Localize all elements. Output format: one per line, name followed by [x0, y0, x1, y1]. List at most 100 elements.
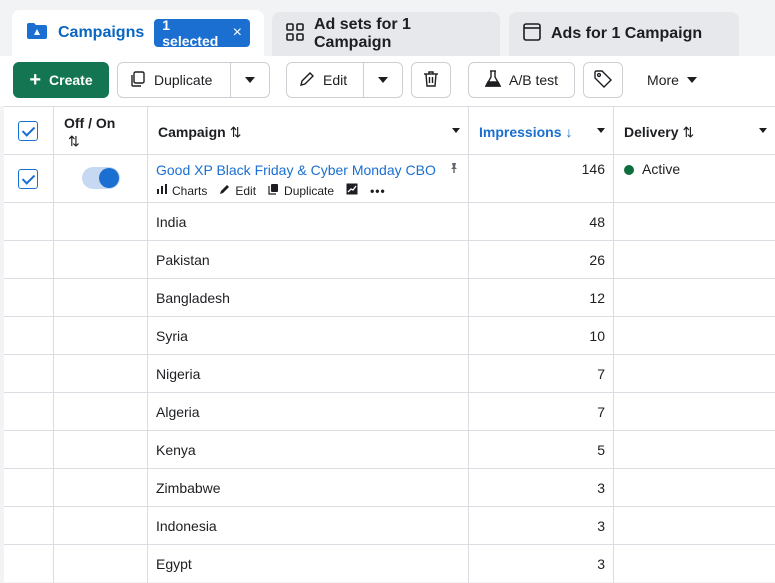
- plus-icon: +: [29, 69, 42, 91]
- more-button[interactable]: More: [632, 62, 712, 98]
- cell-empty: [614, 431, 775, 468]
- cell-empty: [614, 241, 775, 278]
- edit-button[interactable]: Edit: [287, 63, 365, 97]
- impressions-cell: 3: [469, 469, 614, 506]
- impressions-value: 3: [597, 556, 605, 572]
- impressions-cell: 3: [469, 507, 614, 544]
- chevron-down-icon[interactable]: [759, 128, 767, 133]
- toggle-knob: [99, 168, 119, 188]
- bar-chart-icon: [156, 183, 168, 198]
- impressions-value: 7: [597, 366, 605, 382]
- country-name: Algeria: [156, 404, 200, 420]
- create-button[interactable]: + Create: [13, 62, 109, 98]
- country-cell: Nigeria: [148, 355, 469, 392]
- country-cell: India: [148, 203, 469, 240]
- header-campaign-text: Campaign: [158, 124, 226, 140]
- table-row: Pakistan 26: [4, 241, 775, 279]
- duplicate-action-label: Duplicate: [284, 183, 335, 198]
- impressions-value: 26: [589, 252, 605, 268]
- cell-empty: [614, 203, 775, 240]
- impressions-value: 7: [597, 404, 605, 420]
- sort-desc-icon[interactable]: ↓: [565, 124, 573, 140]
- impressions-cell: 48: [469, 203, 614, 240]
- cell-empty: [54, 431, 148, 468]
- pencil-icon: [299, 71, 315, 90]
- table-row: Bangladesh 12: [4, 279, 775, 317]
- duplicate-dropdown-button[interactable]: [231, 63, 269, 97]
- sort-icon[interactable]: ⇅: [229, 124, 242, 140]
- delivery-status: Active: [642, 161, 681, 177]
- impressions-value: 146: [581, 161, 605, 177]
- header-impressions[interactable]: Impressions ↓: [469, 107, 614, 154]
- header-offon-label: Off / On: [64, 115, 116, 131]
- cell-empty: [54, 279, 148, 316]
- impressions-value: 48: [589, 214, 605, 230]
- header-delivery[interactable]: Delivery ⇅: [614, 107, 775, 154]
- table-row: India 48: [4, 203, 775, 241]
- selected-count-badge[interactable]: 1 selected ×: [154, 17, 250, 49]
- cell-empty: [54, 241, 148, 278]
- country-cell: Algeria: [148, 393, 469, 430]
- country-cell: Egypt: [148, 545, 469, 583]
- header-impressions-label: Impressions ↓: [479, 124, 572, 140]
- campaign-row[interactable]: Good XP Black Friday & Cyber Monday CBO …: [4, 155, 775, 203]
- impressions-cell: 7: [469, 393, 614, 430]
- clear-selection-icon[interactable]: ×: [232, 24, 242, 41]
- tab-bar: Campaigns 1 selected × Ad sets for 1 Cam…: [0, 0, 775, 56]
- selected-count-text: 1 selected: [162, 17, 219, 49]
- row-checkbox[interactable]: [18, 169, 38, 189]
- country-cell: Zimbabwe: [148, 469, 469, 506]
- create-label: Create: [49, 72, 93, 88]
- trash-icon: [423, 70, 439, 91]
- tab-adsets[interactable]: Ad sets for 1 Campaign: [272, 12, 500, 56]
- chevron-down-icon[interactable]: [452, 128, 460, 133]
- sort-icon[interactable]: ⇅: [682, 124, 695, 140]
- cell-empty: [614, 317, 775, 354]
- table-row: Zimbabwe 3: [4, 469, 775, 507]
- header-offon[interactable]: Off / On ⇅: [54, 107, 148, 154]
- edit-dropdown-button[interactable]: [364, 63, 402, 97]
- ab-test-button[interactable]: A/B test: [468, 62, 575, 98]
- select-all-checkbox[interactable]: [18, 121, 38, 141]
- tab-ads[interactable]: Ads for 1 Campaign: [509, 12, 739, 56]
- sort-icon[interactable]: ⇅: [68, 133, 80, 149]
- impressions-cell: 26: [469, 241, 614, 278]
- duplicate-icon: [268, 183, 280, 198]
- impressions-cell: 10: [469, 317, 614, 354]
- more-actions-icon[interactable]: •••: [370, 183, 386, 198]
- tab-campaigns[interactable]: Campaigns 1 selected ×: [12, 10, 264, 56]
- cell-empty: [54, 469, 148, 506]
- duplicate-button[interactable]: Duplicate: [118, 63, 232, 97]
- cell-empty: [614, 545, 775, 583]
- cell-empty: [614, 507, 775, 544]
- campaign-table: Off / On ⇅ Campaign ⇅ Impressions ↓ Delive…: [4, 106, 775, 583]
- cell-empty: [54, 203, 148, 240]
- chevron-down-icon[interactable]: [597, 128, 605, 133]
- campaign-toggle[interactable]: [82, 167, 120, 189]
- impressions-value: 3: [597, 518, 605, 534]
- toolbar: + Create Duplicate Edit: [0, 56, 775, 106]
- header-impressions-text: Impressions: [479, 124, 562, 140]
- cell-empty: [4, 507, 54, 544]
- edit-action[interactable]: Edit: [219, 183, 256, 198]
- trend-action[interactable]: [346, 183, 358, 198]
- country-cell: Pakistan: [148, 241, 469, 278]
- tag-button[interactable]: [583, 62, 623, 98]
- table-row: Syria 10: [4, 317, 775, 355]
- duplicate-action[interactable]: Duplicate: [268, 183, 334, 198]
- chevron-down-icon: [245, 77, 256, 83]
- cell-empty: [54, 507, 148, 544]
- country-cell: Syria: [148, 317, 469, 354]
- header-campaign[interactable]: Campaign ⇅: [148, 107, 469, 154]
- chevron-down-icon: [686, 77, 697, 83]
- row-delivery-cell: Active: [614, 155, 775, 202]
- delete-button[interactable]: [411, 62, 451, 98]
- charts-action[interactable]: Charts: [156, 183, 207, 198]
- campaign-name-link[interactable]: Good XP Black Friday & Cyber Monday CBO: [156, 162, 436, 178]
- country-name: India: [156, 214, 187, 230]
- row-toggle-cell: [54, 155, 148, 202]
- impressions-cell: 12: [469, 279, 614, 316]
- edit-split-button: Edit: [286, 62, 403, 98]
- tag-icon: [594, 69, 612, 91]
- pin-icon[interactable]: [448, 162, 460, 177]
